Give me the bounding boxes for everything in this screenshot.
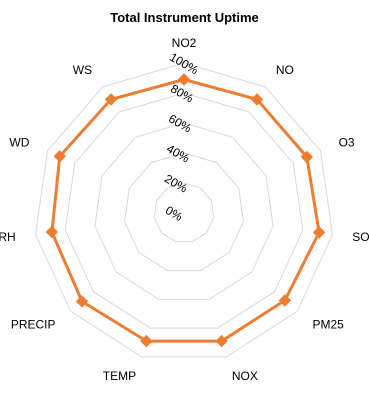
category-labels: NO2 NO O3 SO2 PM25 NOX TEMP PRECIP RH WD WS: [0, 36, 369, 383]
category-label-nox: NOX: [232, 369, 258, 383]
series-line: [50, 78, 321, 343]
category-label-rh: RH: [0, 230, 16, 244]
category-label-precip: PRECIP: [11, 317, 56, 331]
category-label-wd: WD: [9, 135, 29, 149]
category-label-no2: NO2: [172, 36, 197, 50]
grid-ring: [153, 182, 215, 243]
tick-label: 100%: [167, 50, 201, 78]
grid-ring: [34, 62, 334, 358]
data-point-pm25: [278, 294, 292, 307]
tick-label: 80%: [168, 81, 196, 105]
tick-label: 40%: [164, 141, 192, 165]
tick-label: 60%: [166, 111, 194, 135]
grid-ring: [64, 92, 304, 329]
data-point-no: [250, 93, 264, 106]
data-point-rh: [45, 225, 59, 239]
data-point-no2: [177, 73, 191, 86]
grid-ring: [124, 152, 244, 272]
data-point-o3: [300, 150, 314, 164]
grid-ring: [94, 122, 274, 300]
data-point-nox: [215, 334, 228, 348]
category-label-temp: TEMP: [103, 369, 136, 383]
category-label-o3: O3: [339, 135, 355, 149]
data-point-temp: [140, 334, 153, 348]
data-point-wd: [53, 150, 67, 163]
category-label-pm25: PM25: [313, 317, 345, 331]
radar-grid: [34, 62, 334, 358]
category-label-ws: WS: [73, 63, 92, 77]
category-label-no: NO: [276, 63, 294, 77]
chart-title: Total Instrument Uptime: [110, 10, 259, 25]
data-point-ws: [104, 93, 118, 106]
tick-label: 0%: [163, 203, 185, 224]
data-point-so2: [312, 226, 326, 239]
tick-label: 20%: [162, 171, 190, 195]
series-layer: [45, 73, 326, 348]
data-point-precip: [75, 295, 89, 308]
category-label-so2: SO2: [352, 230, 369, 244]
